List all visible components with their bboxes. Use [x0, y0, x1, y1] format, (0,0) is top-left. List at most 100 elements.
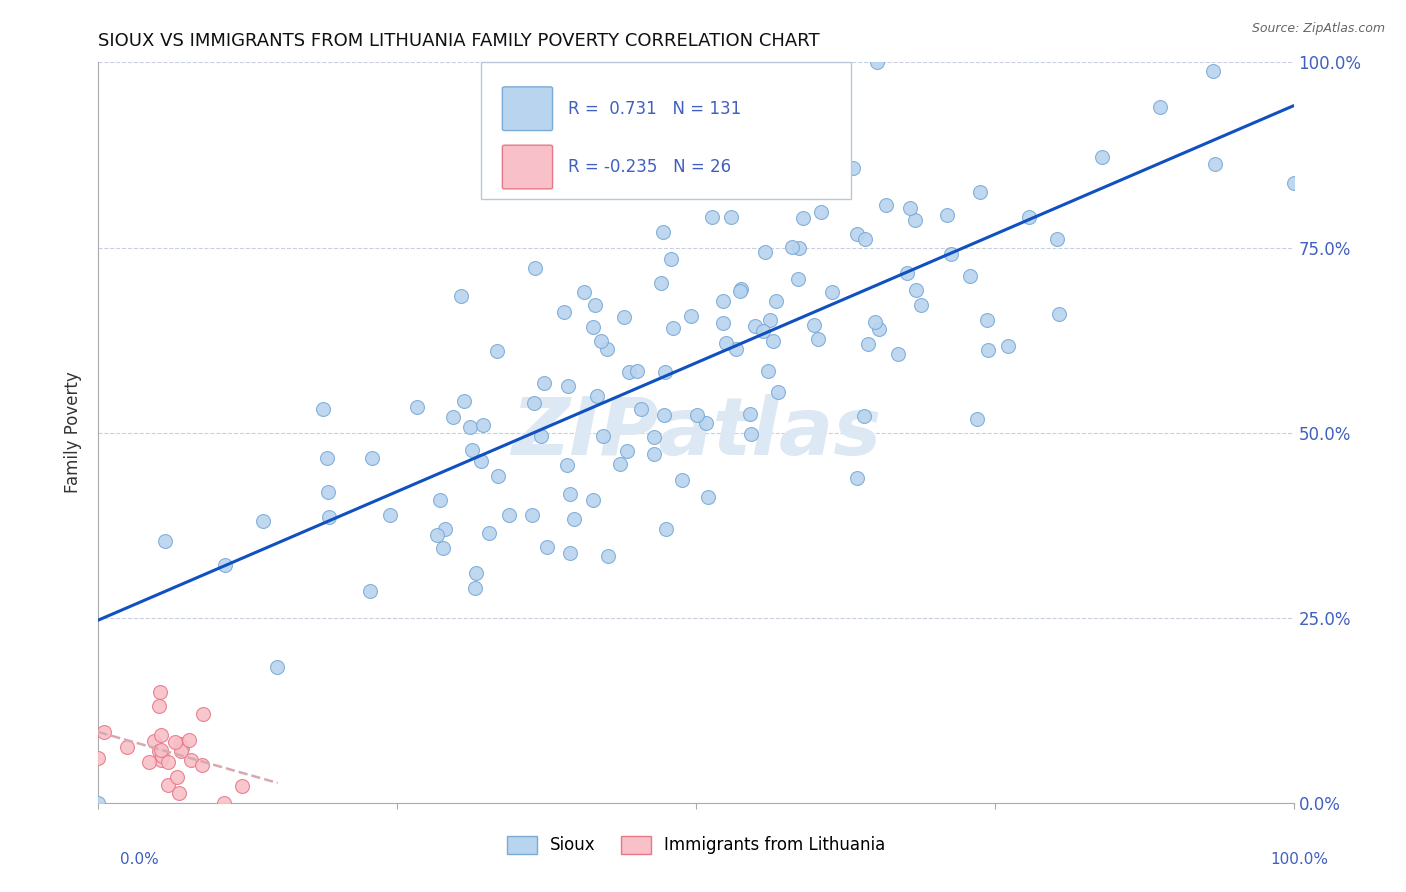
Point [765, 294, 787, 309]
Point [626, 364, 648, 378]
Point [564, 512, 586, 526]
Text: Source: ZipAtlas.com: Source: ZipAtlas.com [1251, 22, 1385, 36]
Point [711, 293, 734, 308]
Point [433, 522, 456, 536]
Point [150, 749, 173, 764]
Point [1149, 100, 1171, 114]
Point [969, 185, 991, 199]
Point [157, 755, 180, 769]
Point [465, 566, 488, 580]
Point [997, 339, 1019, 353]
Point [166, 770, 188, 784]
Point [740, 407, 762, 421]
Point [896, 266, 918, 280]
Point [450, 289, 472, 303]
Point [425, 527, 447, 541]
Point [654, 365, 676, 379]
Point [148, 685, 170, 699]
Point [613, 310, 636, 324]
Point [866, 55, 889, 70]
Point [725, 342, 748, 356]
Point [787, 272, 810, 286]
Point [165, 735, 187, 749]
Point [966, 412, 988, 426]
Point [671, 473, 693, 487]
Point [910, 298, 932, 312]
Point [766, 385, 789, 400]
Point [706, 178, 728, 192]
Legend: Sioux, Immigrants from Lithuania: Sioux, Immigrants from Lithuania [501, 829, 891, 861]
Point [936, 209, 959, 223]
Point [359, 583, 381, 598]
Text: ZIP​atlas: ZIP​atlas [510, 393, 882, 472]
Text: R = -0.235   N = 26: R = -0.235 N = 26 [568, 158, 731, 176]
Point [458, 420, 481, 434]
Point [472, 417, 495, 432]
Point [853, 409, 876, 424]
Text: R =  0.731   N = 131: R = 0.731 N = 131 [568, 100, 741, 118]
Point [886, 347, 908, 361]
Point [643, 430, 665, 444]
Point [711, 316, 734, 330]
Point [520, 508, 543, 522]
Point [904, 213, 927, 227]
Point [695, 416, 717, 430]
Point [149, 743, 172, 757]
Point [807, 332, 830, 346]
Text: 100.0%: 100.0% [1271, 852, 1329, 867]
Point [655, 522, 678, 536]
Point [977, 343, 1000, 357]
Point [630, 402, 652, 417]
Point [617, 365, 640, 379]
Point [378, 508, 401, 522]
Point [853, 232, 876, 246]
Point [498, 508, 520, 523]
Point [1047, 307, 1070, 321]
Point [761, 334, 783, 349]
Point [792, 211, 814, 226]
FancyBboxPatch shape [502, 145, 553, 189]
Point [803, 318, 825, 333]
Point [740, 427, 762, 442]
Point [315, 450, 337, 465]
Point [558, 487, 581, 501]
Point [572, 285, 595, 300]
Point [865, 315, 887, 329]
Point [652, 408, 675, 422]
Point [93, 725, 115, 739]
Point [150, 753, 173, 767]
Point [470, 453, 492, 467]
Point [868, 322, 890, 336]
Point [1046, 231, 1069, 245]
Point [592, 429, 614, 443]
Point [143, 733, 166, 747]
Point [266, 660, 288, 674]
Point [582, 493, 605, 508]
Point [252, 514, 274, 528]
Point [752, 324, 775, 338]
Point [87, 796, 110, 810]
Point [406, 400, 429, 414]
Point [591, 334, 613, 348]
Point [659, 252, 682, 267]
Point [138, 756, 160, 770]
Point [1282, 176, 1305, 190]
Point [756, 364, 779, 378]
Point [529, 429, 551, 443]
Point [557, 458, 579, 472]
Y-axis label: Family Poverty: Family Poverty [65, 372, 83, 493]
Point [557, 378, 579, 392]
Point [153, 533, 176, 548]
Point [583, 298, 606, 312]
Point [523, 261, 546, 276]
Point [167, 786, 190, 800]
Point [429, 493, 451, 508]
Point [560, 545, 582, 559]
Point [754, 245, 776, 260]
Point [846, 227, 869, 242]
Point [898, 201, 921, 215]
Point [643, 447, 665, 461]
Point [441, 409, 464, 424]
Point [787, 241, 810, 255]
Point [180, 753, 202, 767]
